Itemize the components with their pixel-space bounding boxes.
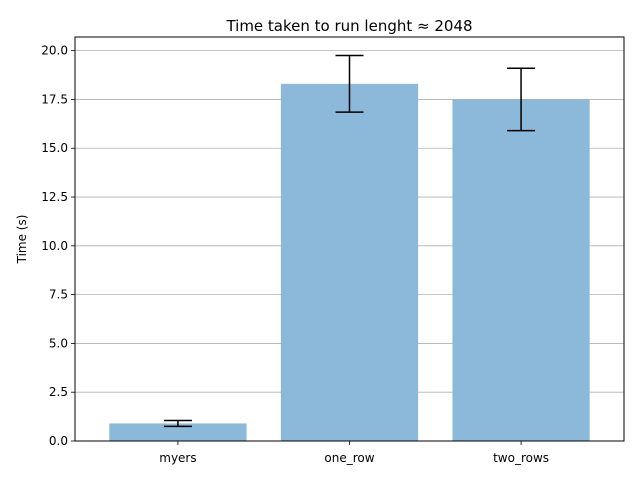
chart-title: Time taken to run lenght ≈ 2048 [225, 17, 472, 35]
bar-two-rows [452, 99, 590, 442]
y-tick-label: 5.0 [49, 336, 68, 350]
x-tick-label: myers [159, 451, 196, 465]
error-bar-one-row [335, 54, 364, 113]
x-tick-label: one_row [324, 451, 374, 465]
y-axis-label: Time (s) [15, 215, 29, 265]
x-ticks: myers one_row two_rows [159, 441, 549, 465]
y-tick-label: 20.0 [41, 44, 68, 58]
y-tick-label: 17.5 [41, 92, 68, 106]
y-tick-label: 12.5 [41, 190, 68, 204]
bar-one-row [280, 83, 419, 441]
y-tick-label: 7.5 [49, 288, 68, 302]
error-bar-myers [163, 419, 192, 428]
y-tick-label: 10.0 [41, 239, 68, 253]
y-tick-label: 0.0 [49, 434, 68, 448]
bars [109, 83, 590, 442]
error-bar-two-rows [507, 67, 536, 132]
x-tick-label: two_rows [493, 451, 549, 465]
error-bars [163, 54, 536, 428]
plot-frame [74, 36, 625, 442]
y-ticks: 0.0 2.5 5.0 7.5 10.0 12.5 15.0 17.5 20.0 [41, 44, 75, 448]
bar-myers [109, 423, 247, 441]
y-tick-label: 15.0 [41, 141, 68, 155]
y-tick-label: 2.5 [49, 385, 68, 399]
